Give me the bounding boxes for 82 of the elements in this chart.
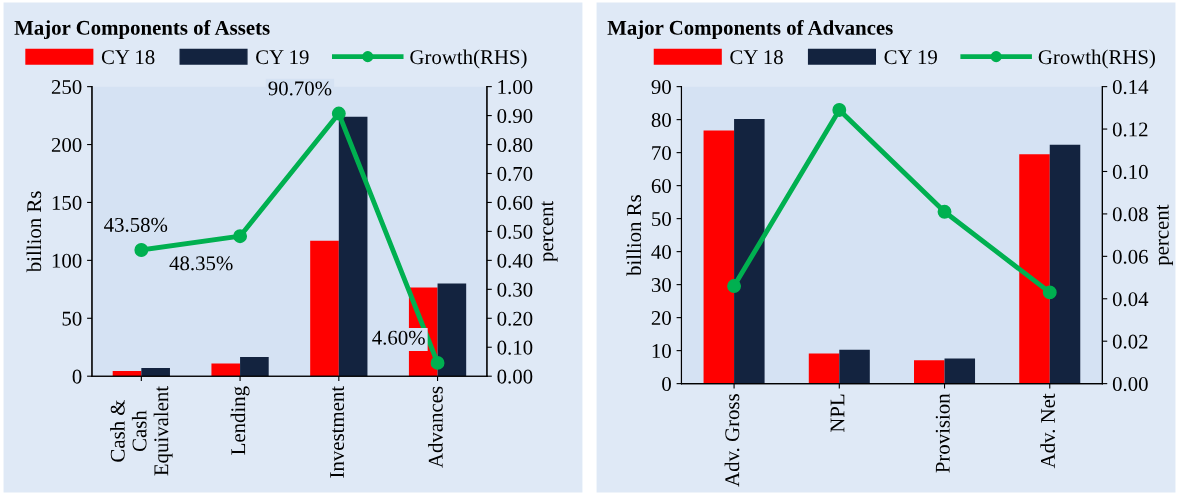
y2-tick-label: 0.60 [497, 195, 533, 210]
bar [338, 116, 368, 377]
point [134, 243, 149, 257]
x-tick-label: Provision [935, 393, 950, 473]
y-tick-label: 20 [651, 311, 671, 326]
legend-label: CY 19 [884, 50, 937, 65]
bar [1019, 154, 1050, 384]
data-label: 4.60% [372, 330, 425, 345]
point [1042, 285, 1057, 300]
y-tick-label: 250 [51, 80, 82, 95]
y2-tick-label: 0.70 [497, 166, 533, 182]
legend-label: CY 18 [101, 50, 155, 65]
chart-title: Major Components of Advances [607, 19, 893, 40]
y2-tick-label: 0.30 [497, 282, 533, 297]
y2-tick-label: 0.40 [497, 253, 533, 268]
y2-tick-label: 0.04 [1112, 292, 1149, 307]
y-tick-label: 60 [651, 179, 671, 194]
y-tick-label: 0 [662, 377, 671, 392]
legend-label: CY 18 [730, 50, 783, 65]
y-tick-label: 80 [651, 113, 671, 128]
point [937, 204, 952, 219]
y2-tick-label: 0.10 [1112, 164, 1148, 180]
bar [240, 357, 269, 377]
bar [734, 118, 765, 384]
bar [839, 349, 870, 384]
y-axis-title: billion Rs [626, 195, 642, 276]
data-label: 90.70% [268, 81, 332, 96]
y-tick-label: 90 [651, 80, 671, 95]
bar [914, 360, 945, 384]
y2-tick-label: 0.12 [1112, 122, 1148, 137]
y-tick-label: 50 [652, 212, 671, 227]
bar [944, 358, 976, 384]
y2-tick-label: 0.00 [1112, 377, 1148, 392]
y2-tick-label: 0.10 [497, 340, 533, 355]
y2-tick-label: 0.06 [1112, 249, 1148, 264]
x-tick-label: NPL [830, 394, 845, 433]
y2-tick-label: 1.00 [498, 80, 533, 95]
bar [310, 240, 339, 377]
point [430, 355, 445, 370]
y-tick-label: 0 [72, 369, 82, 384]
y-tick-label: 10 [652, 344, 671, 359]
y2-axis-title: percent [1156, 204, 1173, 266]
y-tick-label: 100 [52, 253, 82, 268]
point [727, 279, 742, 293]
x-tick-label: Lending [230, 386, 250, 455]
y2-axis-title: percent [541, 200, 558, 262]
point [832, 103, 847, 117]
legend-label: Growth(RHS) [1038, 49, 1155, 69]
bar [437, 283, 467, 377]
y2-tick-label: 0.50 [497, 224, 533, 239]
y2-tick-label: 0.80 [497, 137, 533, 153]
point [233, 229, 248, 244]
y-tick-label: 40 [651, 245, 671, 260]
bar [141, 368, 170, 377]
legend-label: Growth(RHS) [410, 49, 527, 69]
y-tick-label: 150 [52, 195, 82, 210]
y2-tick-label: 0.90 [497, 108, 533, 124]
x-tick-label: Adv. Gross [724, 394, 740, 487]
y2-tick-label: 0.00 [497, 369, 533, 384]
y-tick-label: 70 [652, 146, 671, 161]
legend-label: CY 19 [256, 50, 309, 65]
bar [112, 370, 142, 377]
y-tick-label: 50 [62, 311, 82, 326]
bar [808, 353, 840, 384]
data-label: 43.58% [104, 217, 168, 232]
x-tick-label: Cash & Cash Equivalent [110, 386, 173, 476]
y-tick-label: 200 [51, 137, 82, 152]
y2-tick-label: 0.14 [1112, 80, 1149, 95]
x-tick-label: Investment [330, 386, 345, 478]
point [331, 106, 346, 121]
x-tick-label: Advances [428, 386, 443, 468]
bar [1049, 144, 1081, 384]
y-axis-title: billion Rs [26, 191, 42, 273]
bar [703, 130, 735, 384]
bar [211, 363, 241, 377]
y-tick-label: 30 [651, 278, 671, 293]
chart-title: Major Components of Assets [14, 19, 270, 40]
x-tick-label: Adv. Net [1040, 393, 1056, 469]
y2-tick-label: 0.02 [1112, 334, 1148, 349]
y2-tick-label: 0.08 [1112, 207, 1148, 222]
data-label: 48.35% [169, 256, 233, 271]
y2-tick-label: 0.20 [497, 311, 533, 326]
